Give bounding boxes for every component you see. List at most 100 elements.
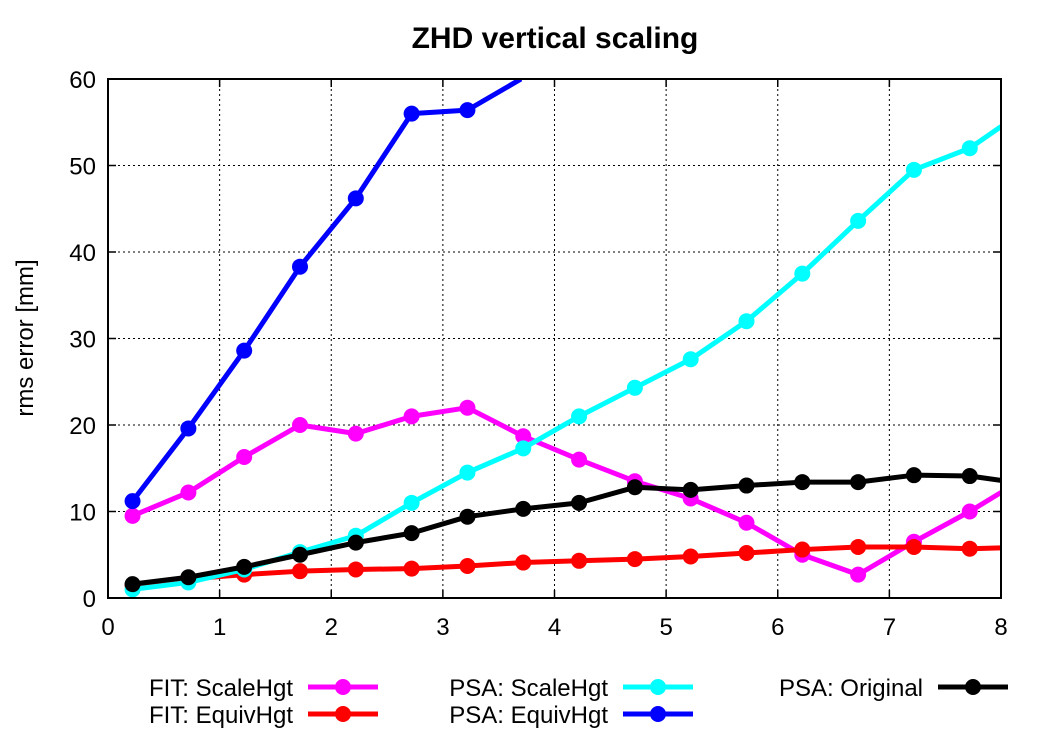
x-tick-label: 1 [213,614,226,641]
legend-entry-psa-scalehgt: PSA: ScaleHgt [449,675,693,702]
series-psa-original [124,467,1001,593]
data-point-fit-scalehgt [236,449,253,466]
data-point-psa-original [850,474,867,491]
data-point-fit-equivhgt [626,551,643,568]
data-point-psa-original [794,474,811,491]
data-point-psa-original [961,468,978,485]
y-tick-label: 10 [69,500,96,527]
series-line-psa-scalehgt [132,124,1001,592]
data-point-fit-equivhgt [459,557,476,574]
series-layer [124,79,1001,598]
y-tick-label: 40 [69,240,96,267]
legend-entry-fit-equivhgt: FIT: EquivHgt [149,702,378,729]
data-point-psa-equivhgt [180,420,197,437]
data-point-psa-scalehgt [850,212,867,229]
y-tick-label: 0 [83,586,96,613]
series-psa-equivhgt [124,79,523,510]
data-point-psa-scalehgt [459,464,476,481]
data-point-psa-equivhgt [347,190,364,207]
data-point-psa-scalehgt [515,440,532,457]
y-tick-label: 50 [69,154,96,181]
data-point-psa-original [347,534,364,551]
series-line-psa-equivhgt [130,79,523,503]
data-point-fit-equivhgt [961,540,978,557]
data-point-psa-original [626,479,643,496]
legend-label: FIT: EquivHgt [149,702,293,729]
x-tick-label: 0 [101,614,114,641]
legend-label: PSA: ScaleHgt [449,675,608,702]
data-point-psa-scalehgt [682,351,699,368]
data-point-fit-equivhgt [571,552,588,569]
data-point-psa-scalehgt [794,265,811,282]
data-point-fit-scalehgt [124,507,141,524]
data-point-fit-equivhgt [682,548,699,565]
series-fit-equivhgt [124,538,1001,594]
data-point-fit-equivhgt [515,554,532,571]
x-tick-label: 8 [994,614,1007,641]
data-point-psa-equivhgt [236,342,253,359]
grid-lines [108,79,1001,598]
data-point-fit-equivhgt [347,561,364,578]
legend-swatch-marker [335,706,351,722]
data-point-psa-scalehgt [905,161,922,178]
data-point-psa-original [682,481,699,498]
data-point-psa-scalehgt [571,408,588,425]
data-point-psa-original [738,477,755,494]
data-point-psa-original [515,500,532,517]
legend-entry-psa-equivhgt: PSA: EquivHgt [449,702,693,729]
legend-swatch-marker [965,679,981,695]
legend-entry-psa-original: PSA: Original [779,675,1008,702]
legend-label: PSA: Original [779,675,923,702]
data-point-fit-equivhgt [291,563,308,580]
x-tick-label: 2 [325,614,338,641]
series-psa-scalehgt [124,124,1001,598]
data-point-fit-scalehgt [738,514,755,531]
data-point-psa-original [459,508,476,525]
legend-swatch-marker [335,679,351,695]
data-point-psa-original [180,569,197,586]
data-point-psa-original [236,558,253,575]
data-point-fit-equivhgt [738,545,755,562]
legend-label: PSA: EquivHgt [449,702,608,729]
data-point-fit-scalehgt [459,399,476,416]
data-point-fit-scalehgt [961,503,978,520]
data-point-fit-equivhgt [794,541,811,558]
data-point-psa-scalehgt [961,140,978,157]
data-point-psa-original [403,525,420,542]
data-point-fit-equivhgt [403,560,420,577]
y-axis-label: rms error [mm] [12,259,39,416]
data-point-fit-scalehgt [571,451,588,468]
legend-entry-fit-scalehgt: FIT: ScaleHgt [149,675,378,702]
data-point-psa-original [124,576,141,593]
data-point-fit-scalehgt [180,484,197,501]
legend-label: FIT: ScaleHgt [149,675,293,702]
series-fit-scalehgt [124,399,1001,583]
legend-swatch-marker [650,679,666,695]
legend-swatch-marker [650,706,666,722]
data-point-psa-scalehgt [403,494,420,511]
data-point-psa-equivhgt [403,105,420,122]
y-tick-label: 60 [69,67,96,94]
data-point-psa-scalehgt [626,379,643,396]
data-point-psa-original [571,494,588,511]
series-line-fit-scalehgt [131,405,1001,578]
axis-ticks: 0 1 2 3 4 5 6 7 8 0 10 20 30 40 50 60 [69,67,1007,641]
data-point-fit-equivhgt [905,538,922,555]
data-point-fit-equivhgt [850,538,867,555]
data-point-fit-scalehgt [850,566,867,583]
data-point-fit-scalehgt [403,408,420,425]
x-tick-label: 4 [548,614,561,641]
x-tick-label: 6 [771,614,784,641]
x-tick-label: 7 [883,614,896,641]
data-point-psa-scalehgt [738,313,755,330]
x-tick-label: 5 [659,614,672,641]
chart-title: ZHD vertical scaling [412,22,699,55]
y-tick-label: 30 [69,327,96,354]
data-point-psa-original [905,467,922,484]
y-tick-label: 20 [69,413,96,440]
data-point-fit-scalehgt [347,425,364,442]
data-point-psa-original [291,546,308,563]
data-point-psa-equivhgt [124,493,141,510]
